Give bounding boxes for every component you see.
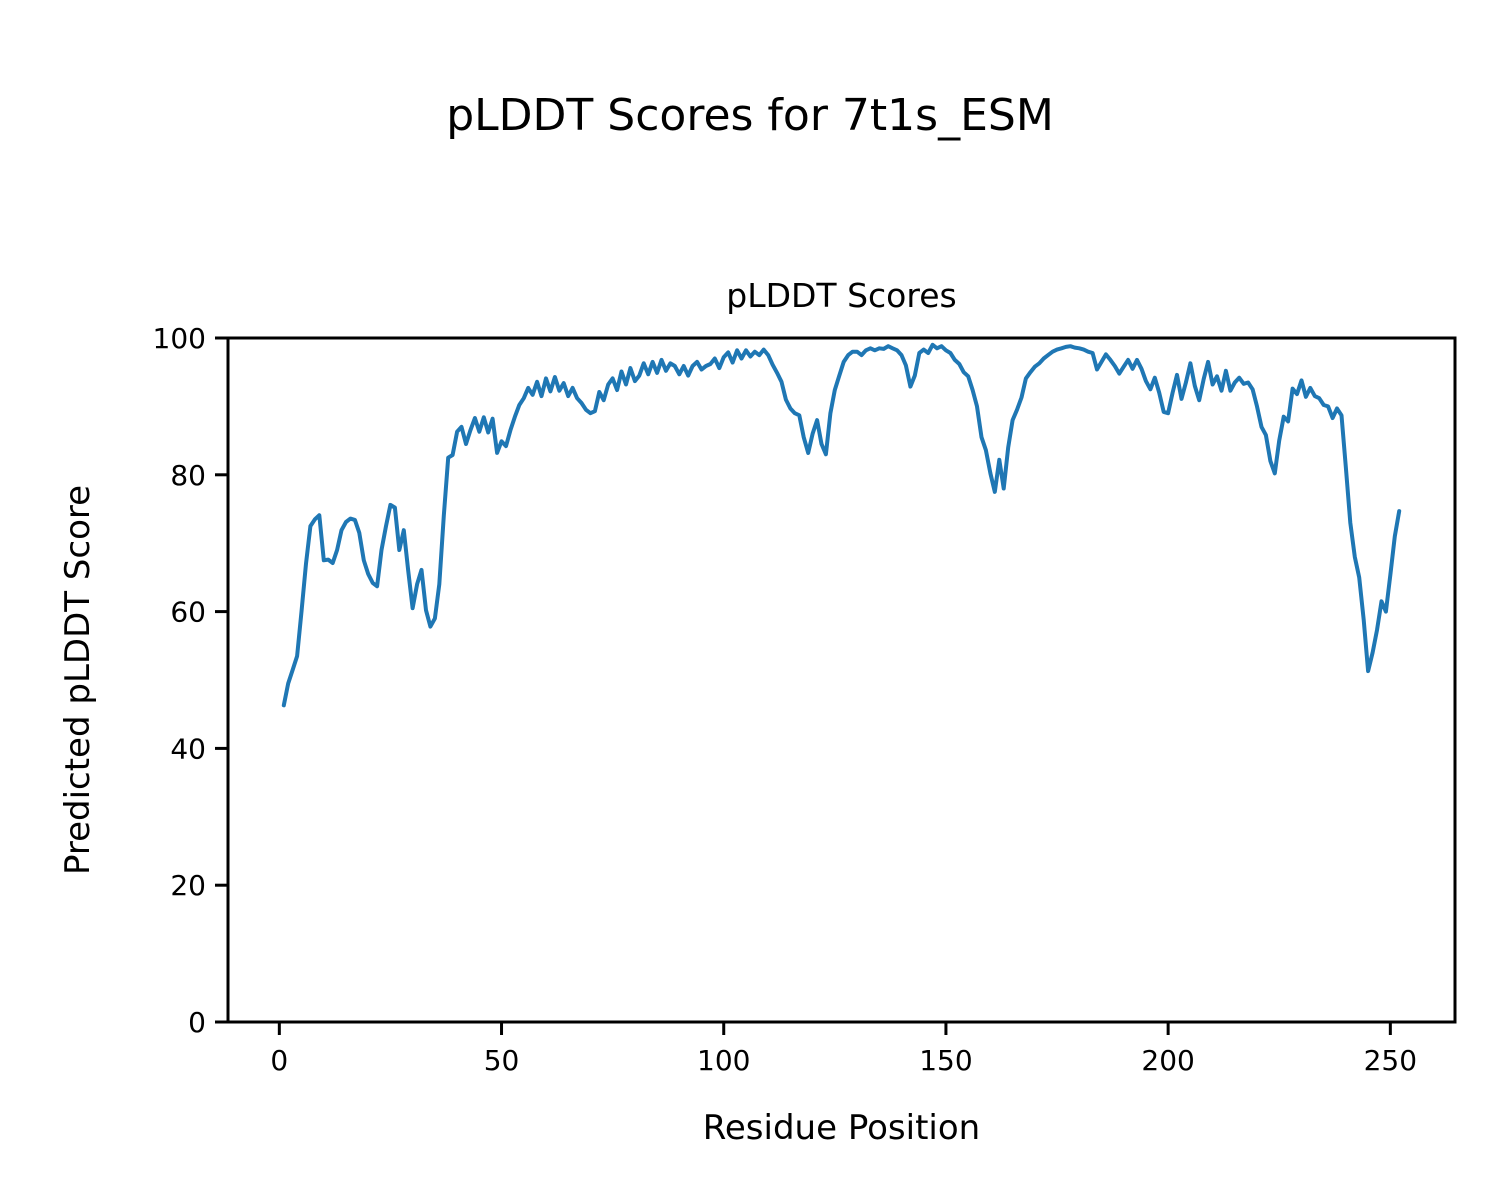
figure-suptitle: pLDDT Scores for 7t1s_ESM (446, 90, 1054, 141)
plot-border (226, 336, 1457, 1024)
y-tick-label: 20 (170, 869, 206, 902)
y-tick-label: 100 (153, 322, 206, 355)
x-axis-label: Residue Position (702, 1108, 981, 1148)
x-tick-label: 200 (1141, 1044, 1194, 1077)
axis-ticks (215, 336, 1392, 1035)
x-tick-label: 0 (270, 1044, 288, 1077)
x-tick-label: 100 (697, 1044, 750, 1077)
plddt-line (281, 342, 1402, 708)
x-tick-label: 150 (919, 1044, 972, 1077)
y-tick-label: 60 (170, 596, 206, 629)
y-tick-label: 80 (170, 459, 206, 492)
axis-tick-labels: 0 50 100 150 200 250 0 20 40 60 80 100 (153, 322, 1418, 1077)
x-tick-label: 50 (484, 1044, 520, 1077)
y-tick-label: 40 (170, 732, 206, 765)
y-tick-label: 0 (188, 1006, 206, 1039)
axes-title: pLDDT Scores (726, 276, 957, 315)
x-tick-label: 250 (1364, 1044, 1417, 1077)
